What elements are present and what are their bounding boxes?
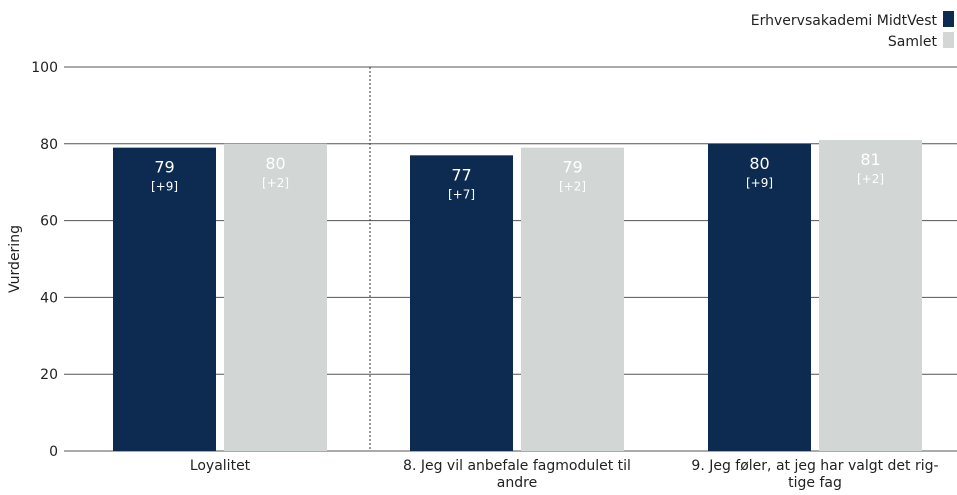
- y-tick-label: 100: [31, 60, 58, 76]
- x-tick-label: tige fag: [788, 475, 842, 491]
- bar: [521, 147, 624, 451]
- y-tick-label: 40: [40, 290, 58, 306]
- bar-change-label: [+2]: [857, 172, 884, 186]
- x-axis-labels: Loyalitet 8. Jeg vil anbefale fagmodulet …: [190, 458, 939, 491]
- bar: [224, 143, 327, 452]
- bar-value-label: 80: [265, 154, 285, 173]
- x-tick-label: 9. Jeg føler, at jeg har valgt det rig-: [691, 458, 938, 474]
- y-tick-label: 80: [40, 137, 58, 153]
- y-tick-label: 0: [49, 444, 58, 460]
- bar-value-label: 77: [451, 165, 471, 184]
- bar-change-label: [+2]: [262, 176, 289, 190]
- y-axis-ticks: 0 20 40 60 80 100: [31, 60, 58, 460]
- bar-value-label: 79: [154, 158, 174, 177]
- bar-change-label: [+9]: [151, 180, 178, 194]
- legend: Erhvervsakademi MidtVest Samlet: [751, 11, 954, 50]
- bar-value-label: 79: [562, 158, 582, 177]
- bar-change-label: [+7]: [448, 187, 475, 201]
- legend-swatch: [943, 11, 954, 27]
- bar: [113, 147, 216, 451]
- y-axis-label: Vurdering: [7, 225, 23, 293]
- bars: 79 [+9] 77 [+7] 80 [+9] 80 [+2] 79 [+2] 81 [+2]: [113, 139, 922, 452]
- legend-label: Samlet: [888, 34, 938, 50]
- bar: [410, 155, 513, 451]
- x-tick-label: 8. Jeg vil anbefale fagmodulet til: [403, 458, 631, 474]
- legend-swatch: [943, 32, 954, 48]
- bar-change-label: [+9]: [746, 176, 773, 190]
- bar-value-label: 81: [860, 150, 880, 169]
- x-tick-label: andre: [497, 475, 537, 491]
- y-tick-label: 20: [40, 367, 58, 383]
- bar-change-label: [+2]: [559, 180, 586, 194]
- x-tick-label: Loyalitet: [190, 458, 251, 474]
- legend-label: Erhvervsakademi MidtVest: [751, 13, 938, 29]
- bar-value-label: 80: [749, 154, 769, 173]
- bar: [819, 139, 922, 451]
- bar: [708, 143, 811, 452]
- y-tick-label: 60: [40, 214, 58, 230]
